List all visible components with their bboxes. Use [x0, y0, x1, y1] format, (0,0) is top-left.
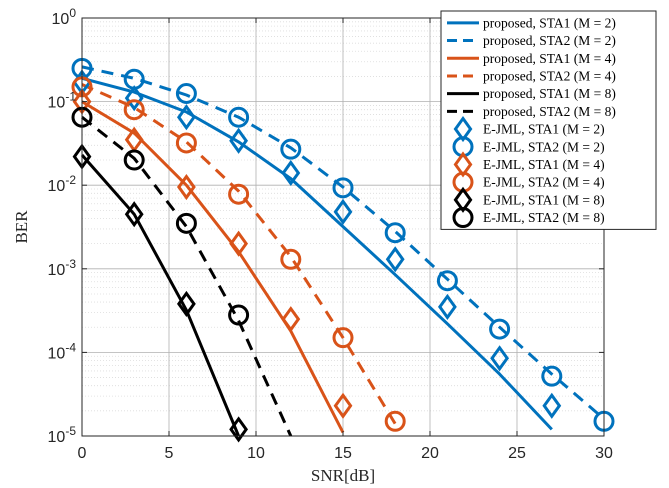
y-tick-label: 10-1 [48, 90, 77, 112]
x-tick-label: 10 [247, 445, 265, 462]
legend-label: proposed, STA2 (M = 8) [483, 104, 616, 119]
diamond-marker [124, 85, 144, 112]
circle-marker [175, 212, 197, 234]
y-tick-label: 10-5 [48, 424, 77, 446]
legend-entry: proposed, STA1 (M = 8) [447, 86, 616, 101]
y-axis-label: BER [12, 210, 31, 244]
legend-entry: E-JML, STA1 (M = 8) [453, 186, 605, 213]
circle-marker [332, 177, 354, 199]
circle-marker [175, 132, 197, 154]
diamond-marker [229, 127, 249, 154]
legend-label: E-JML, STA1 (M = 8) [483, 192, 605, 207]
series-11 [72, 143, 249, 443]
y-tick-label: 10-4 [48, 340, 77, 362]
x-axis-label: SNR[dB] [311, 466, 375, 485]
series-5 [80, 154, 240, 437]
legend-entry: E-JML, STA1 (M = 4) [453, 151, 605, 178]
series-line [81, 116, 293, 437]
x-tick-label: 5 [165, 445, 174, 462]
circle-marker [228, 304, 250, 326]
circle-marker [175, 82, 197, 104]
circle-marker [384, 222, 406, 244]
legend-label: proposed, STA1 (M = 8) [483, 86, 616, 101]
y-tick-label: 10-2 [48, 173, 77, 195]
diamond-marker [229, 416, 249, 443]
diamond-marker [333, 198, 353, 225]
legend-diamond-marker [453, 151, 473, 178]
diamond-marker [281, 306, 301, 333]
series-1 [81, 76, 553, 431]
diamond-marker [176, 173, 196, 201]
x-tick-label: 0 [78, 445, 87, 462]
legend-entry: proposed, STA1 (M = 4) [447, 51, 616, 66]
x-tick-label: 25 [508, 445, 526, 462]
diamond-marker [490, 345, 510, 372]
x-tick-label: 20 [421, 445, 439, 462]
legend-entry: E-JML, STA2 (M = 8) [452, 207, 605, 229]
legend-circle-marker [452, 207, 474, 229]
series-3 [81, 100, 345, 434]
diamond-marker [176, 290, 196, 317]
legend: proposed, STA1 (M = 2) proposed, STA2 (M … [440, 10, 657, 230]
legend-label: proposed, STA2 (M = 4) [483, 68, 616, 83]
legend-label: E-JML, STA1 (M = 2) [483, 122, 605, 137]
legend-label: E-JML, STA2 (M = 8) [483, 210, 605, 225]
tick-labels: 0 5 10 15 20 25 30 100 10-1 10-2 10-3 10-4 10-5 [48, 6, 613, 462]
diamond-marker [229, 230, 249, 257]
series-line [81, 100, 345, 434]
legend-diamond-marker [453, 186, 473, 213]
circle-marker [541, 365, 563, 387]
y-tick-label: 100 [52, 6, 77, 28]
circle-marker [228, 106, 250, 128]
circle-marker [228, 183, 250, 205]
y-tick-label: 10-3 [48, 257, 77, 279]
circle-marker [280, 248, 302, 270]
x-tick-label: 30 [595, 445, 613, 462]
legend-entry: E-JML, STA1 (M = 2) [453, 115, 605, 143]
legend-label: E-JML, STA1 (M = 4) [483, 157, 605, 172]
diamond-marker [385, 246, 405, 273]
series-4 [81, 83, 397, 425]
circle-marker [123, 149, 145, 171]
diamond-marker [333, 392, 353, 419]
legend-label: E-JML, STA2 (M = 2) [483, 139, 605, 154]
legend-label: proposed, STA1 (M = 2) [483, 15, 616, 30]
circle-marker [123, 99, 145, 121]
series-line [81, 65, 605, 421]
diamond-marker [542, 392, 562, 419]
series-10 [71, 76, 406, 432]
legend-label: proposed, STA2 (M = 2) [483, 33, 616, 48]
circle-marker [332, 327, 354, 349]
circle-marker [489, 318, 511, 340]
circle-marker [436, 270, 458, 292]
circle-marker [280, 138, 302, 160]
legend-diamond-marker [453, 115, 473, 143]
series-2 [81, 65, 605, 421]
diamond-marker [124, 201, 144, 228]
legend-entry: proposed, STA2 (M = 4) [447, 68, 616, 83]
x-tick-label: 15 [334, 445, 352, 462]
legend-entry: proposed, STA2 (M = 8) [447, 104, 616, 119]
series-line [81, 76, 553, 431]
legend-entry: proposed, STA1 (M = 2) [447, 15, 616, 30]
series-6 [81, 116, 293, 437]
diamond-marker [437, 293, 457, 320]
legend-label: proposed, STA1 (M = 4) [483, 51, 616, 66]
diamond-marker [176, 104, 196, 131]
circle-marker [384, 410, 406, 432]
series-line [81, 83, 397, 425]
legend-box [440, 10, 657, 230]
legend-label: E-JML, STA2 (M = 4) [483, 175, 605, 190]
diamond-marker [281, 159, 301, 187]
circle-marker [123, 68, 145, 90]
series-line [80, 154, 240, 437]
legend-entry: proposed, STA2 (M = 2) [447, 33, 616, 48]
series-layer [71, 57, 615, 443]
